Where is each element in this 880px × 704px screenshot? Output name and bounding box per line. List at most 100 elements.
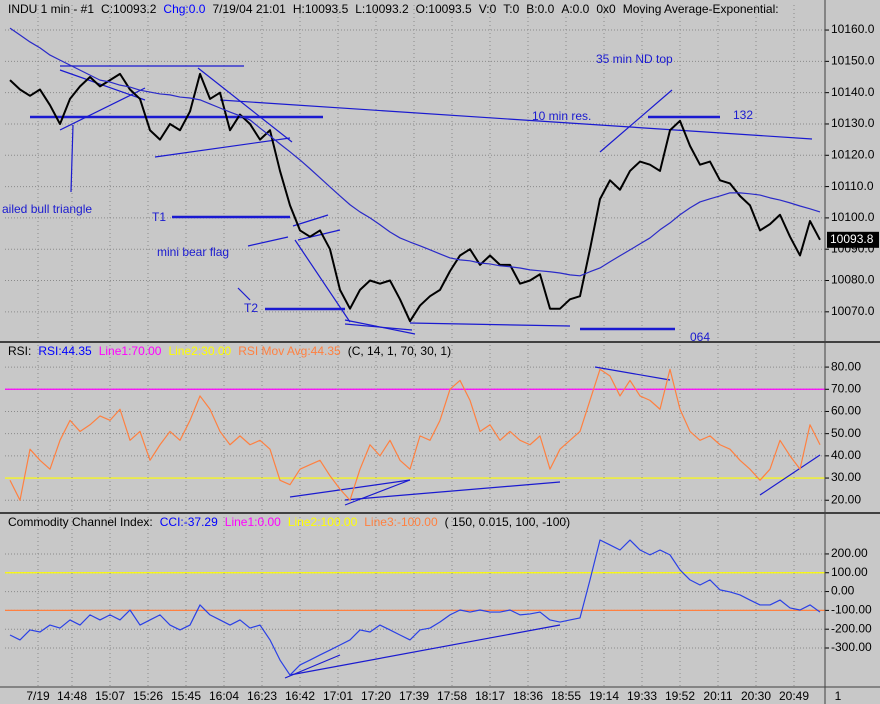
annotation: ailed bull triangle	[2, 202, 92, 216]
series-line	[9, 368, 821, 501]
y-tick-label: 70.00	[831, 381, 861, 395]
panel-header: INDU 1 min - #1	[8, 2, 94, 16]
panel-header: 0x0	[596, 2, 616, 16]
x-tick-label: 18:17	[475, 689, 505, 703]
y-tick-label: 60.00	[831, 404, 861, 418]
annotation: 10 min res.	[532, 109, 591, 123]
x-tick-label: 17:39	[399, 689, 429, 703]
y-tick-label: -200.00	[831, 621, 872, 635]
x-tick-label: 18:55	[551, 689, 581, 703]
panel-header: Commodity Channel Index:	[8, 515, 153, 529]
trend-line	[594, 366, 671, 381]
grid-layer	[5, 5, 829, 686]
panel-header: (C, 14, 1, 70, 30, 1)	[348, 344, 451, 358]
panel-header: Moving Average-Exponential:	[623, 2, 779, 16]
x-tick-label: 19:33	[627, 689, 657, 703]
trend-line	[59, 87, 146, 131]
y-tick-label: 10160.0	[831, 22, 875, 36]
resistance-line	[219, 99, 813, 140]
panel-header: Line1:70.00	[99, 344, 162, 358]
trend-line	[344, 481, 561, 501]
annotation: 132	[733, 108, 753, 122]
annotation: mini bear flag	[157, 245, 229, 259]
panel-header: V:0	[479, 2, 497, 16]
x-tick-label: 15:26	[133, 689, 163, 703]
annotation: T2	[244, 301, 258, 315]
x-tick-label: 20:30	[741, 689, 771, 703]
panel-header: Chg:0.0	[163, 2, 205, 16]
panel-header: B:0.0	[526, 2, 554, 16]
last-value-box	[827, 231, 879, 248]
y-tick-label: 10110.0	[831, 179, 874, 193]
panel-header: Line3:-100.00	[364, 515, 438, 529]
y-tick-label: 10140.0	[831, 85, 875, 99]
series-layer	[9, 27, 821, 676]
y-tick-label: 10130.0	[831, 116, 875, 130]
x-tick-label: 16:04	[209, 689, 239, 703]
trend-line	[344, 479, 411, 506]
x-tick-label: 20:49	[779, 689, 809, 703]
y-tick-label: 10150.0	[831, 54, 875, 68]
annotation: T1	[152, 210, 166, 224]
series-line	[9, 27, 821, 277]
panel-header: RSI:	[8, 344, 31, 358]
panel-header: Line2:30.00	[168, 344, 231, 358]
x-tick-label: 1	[835, 689, 842, 703]
trend-line	[154, 137, 291, 158]
y-tick-label: -100.00	[831, 603, 872, 617]
y-tick-label: 10080.0	[831, 273, 875, 287]
panel-header: RSI Mov Avg:44.35	[238, 344, 341, 358]
x-tick-label: 19:14	[589, 689, 619, 703]
panel-header: 7/19/04 21:01	[212, 2, 286, 16]
trend-line	[289, 479, 411, 498]
trend-line	[759, 454, 821, 496]
y-tick-label: 50.00	[831, 426, 861, 440]
x-tick-label: 15:45	[171, 689, 201, 703]
y-tick-label: 0.00	[831, 584, 855, 598]
last-value-label: 10093.8	[830, 232, 874, 246]
x-tick-label: 14:48	[57, 689, 87, 703]
trend-line	[289, 624, 561, 676]
y-tick-label: 100.00	[831, 565, 868, 579]
panel-header: ( 150, 0.015, 100, -100)	[445, 515, 570, 529]
panel-header: C:10093.2	[101, 2, 157, 16]
pointer-line	[70, 124, 74, 193]
trend-line	[599, 89, 673, 153]
y-tick-label: 40.00	[831, 448, 861, 462]
x-tick-label: 17:20	[361, 689, 391, 703]
x-tick-label: 15:07	[95, 689, 125, 703]
x-tick-label: 16:42	[285, 689, 315, 703]
x-tick-label: 20:11	[703, 689, 732, 703]
panel-header: RSI:44.35	[38, 344, 92, 358]
y-tick-label: -300.00	[831, 640, 872, 654]
annotation: 35 min ND top	[596, 52, 673, 66]
y-tick-label: 80.00	[831, 359, 861, 373]
panel-header: CCI:-37.29	[160, 515, 218, 529]
panel-header: Line2:100.00	[288, 515, 358, 529]
y-tick-label: 10070.0	[831, 304, 875, 318]
trend-lines	[30, 65, 821, 679]
x-tick-label: 19:52	[665, 689, 695, 703]
panel-header: O:10093.5	[416, 2, 472, 16]
x-tick-label: 17:01	[323, 689, 353, 703]
panel-header: T:0	[503, 2, 519, 16]
x-tick-label: 17:58	[437, 689, 467, 703]
panel-header: A:0.0	[561, 2, 589, 16]
annotation: 064	[690, 330, 710, 344]
x-tick-label: 7/19	[26, 689, 50, 703]
trend-line	[294, 239, 351, 323]
x-tick-label: 16:23	[247, 689, 277, 703]
arrow	[237, 287, 251, 301]
flag-line	[292, 214, 329, 227]
arrow	[247, 236, 289, 247]
trend-line	[344, 323, 413, 331]
panel-header: Line1:0.00	[225, 515, 281, 529]
series-line	[9, 539, 821, 676]
y-tick-label: 10100.0	[831, 210, 875, 224]
y-tick-label: 30.00	[831, 470, 861, 484]
support-line	[409, 322, 571, 327]
panel-header: L:10093.2	[355, 2, 409, 16]
y-tick-label: 10120.0	[831, 147, 875, 161]
panel-header: H:10093.5	[293, 2, 349, 16]
